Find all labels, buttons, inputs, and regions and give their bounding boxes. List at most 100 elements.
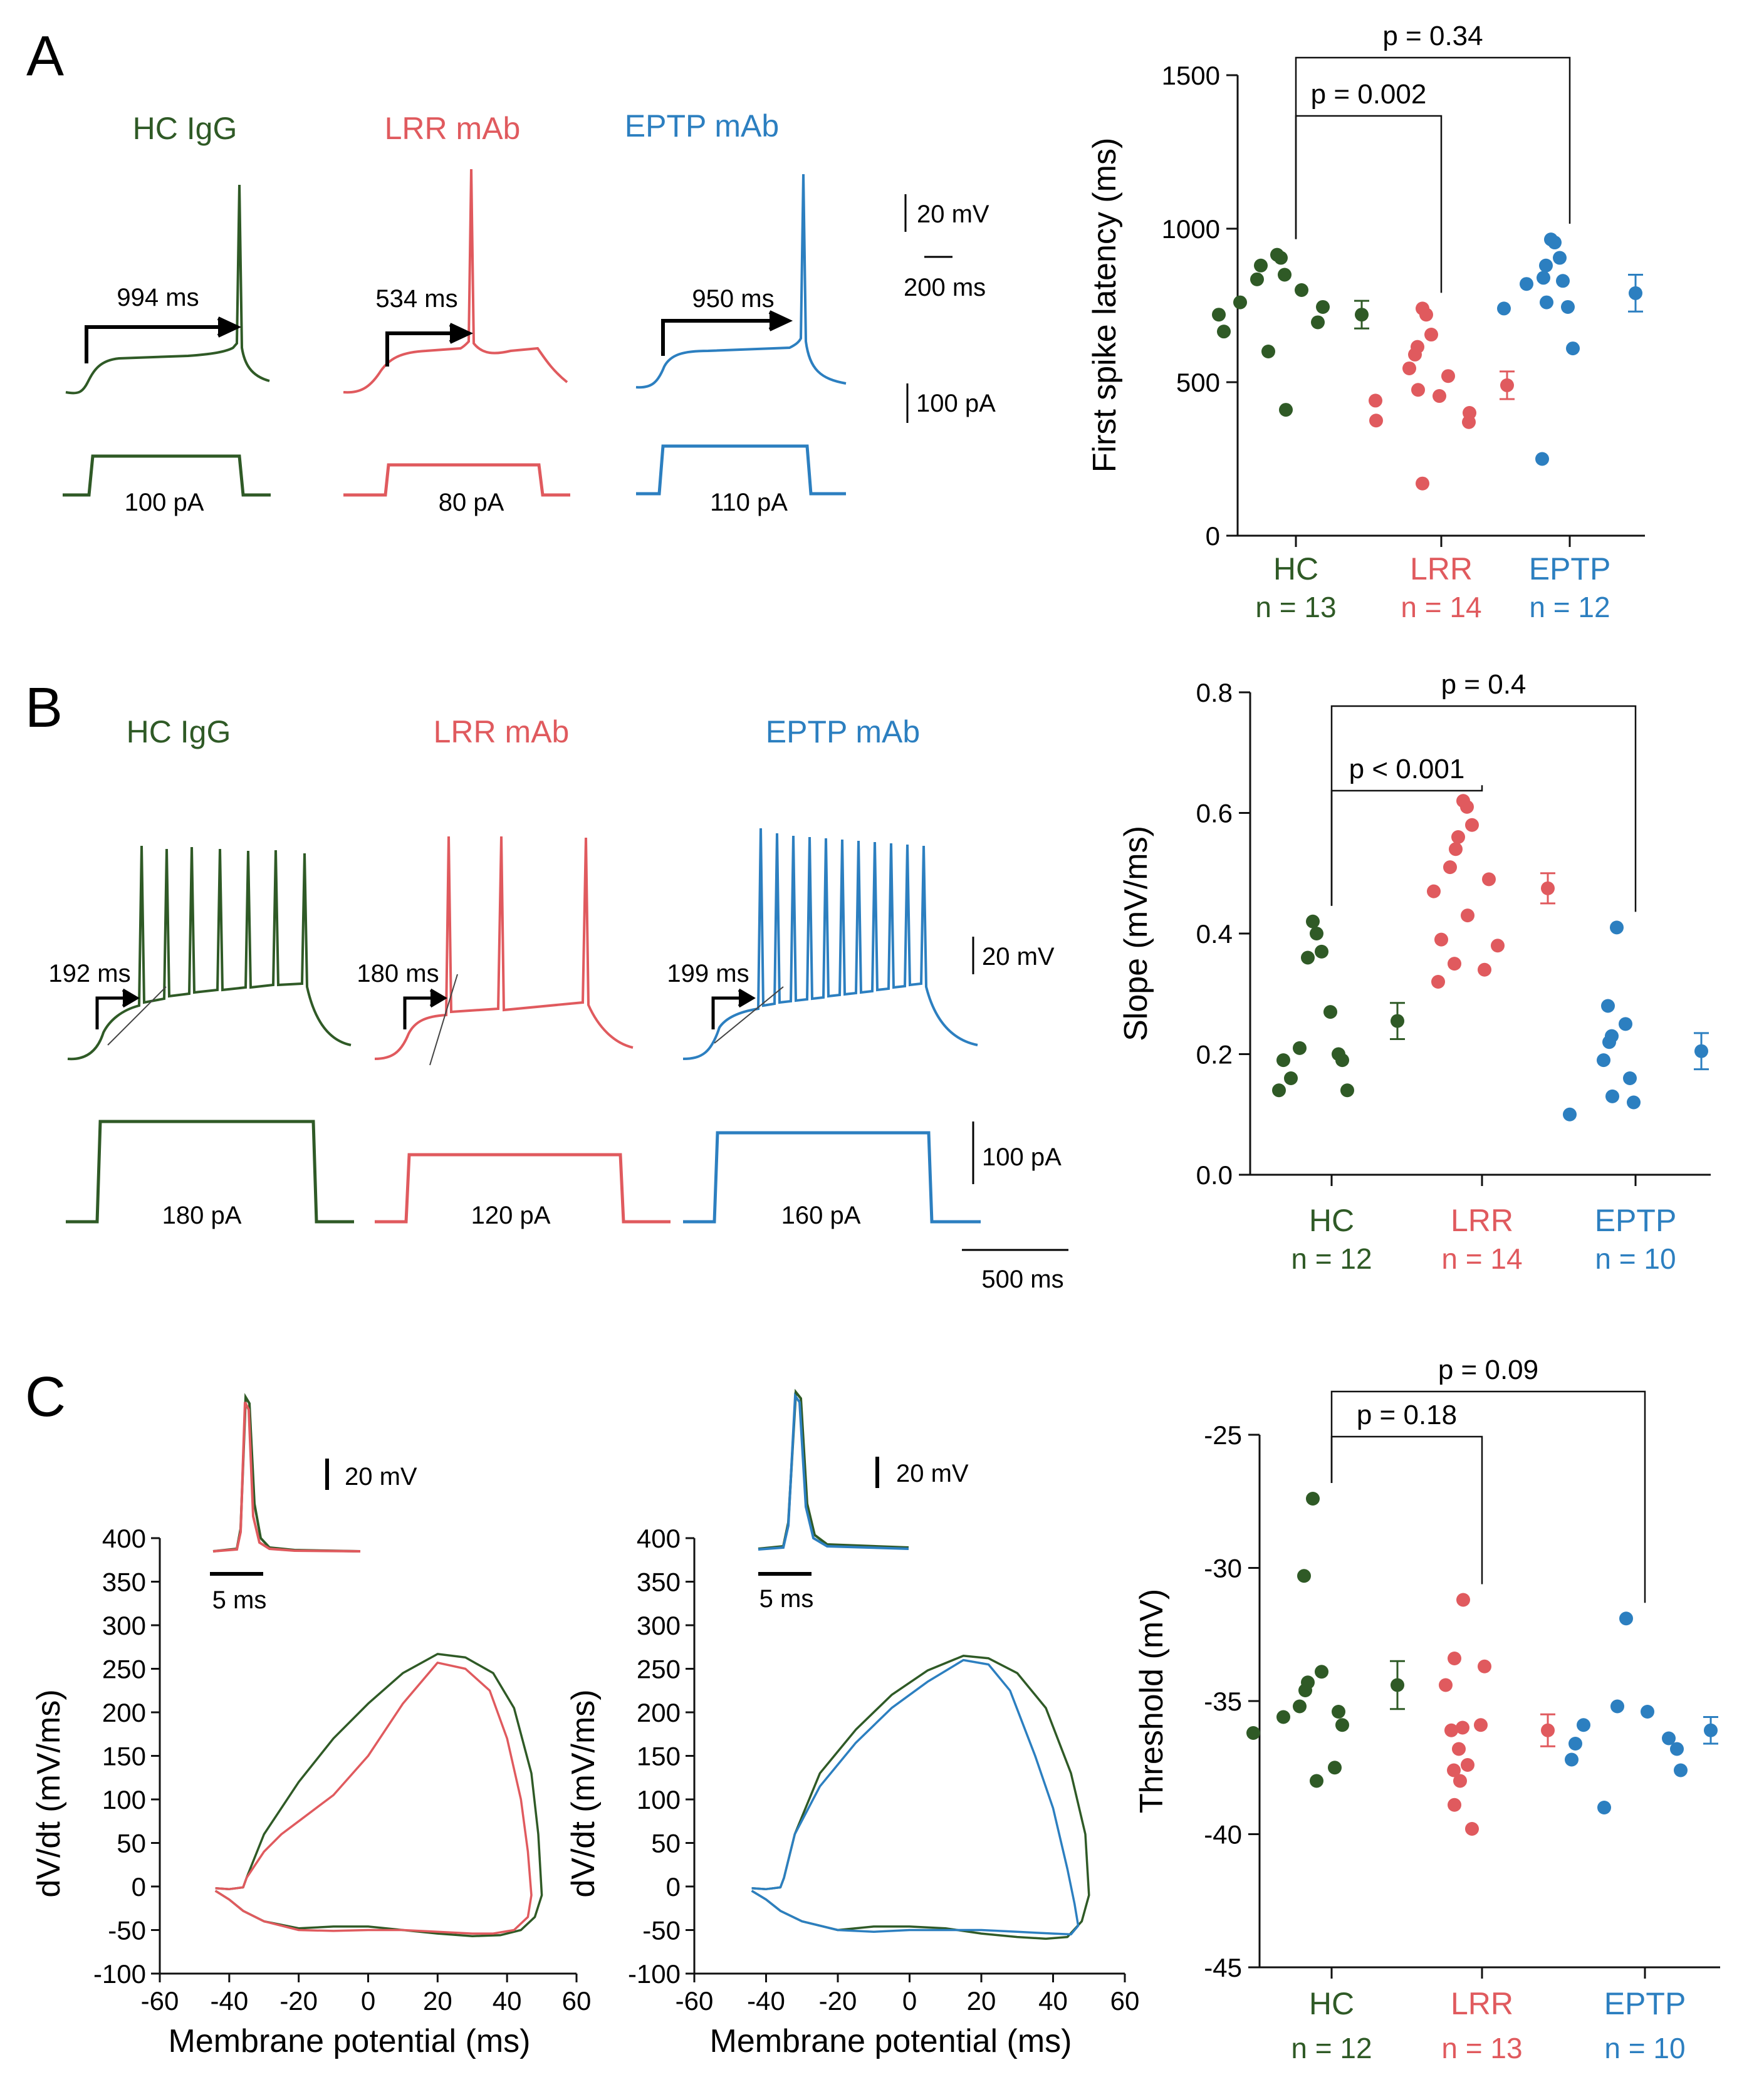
x-tick-label: 60 <box>1110 1986 1140 2016</box>
comparison-label: p = 0.34 <box>1382 21 1483 51</box>
a-current-step-lrr <box>343 463 570 497</box>
data-point-hc <box>1315 944 1328 959</box>
a-title-lrr: LRR mAb <box>385 111 521 146</box>
panel-a: A HC IgG LRR mAb EPTP mAb 994 ms 534 ms … <box>26 21 1645 623</box>
a-latency-arrow-eptp <box>661 310 793 356</box>
b-current-label-lrr: 120 pA <box>471 1202 551 1229</box>
y-tick-label: 50 <box>117 1829 146 1858</box>
y-tick-label: -100 <box>93 1959 146 1989</box>
data-point-lrr <box>1482 872 1496 887</box>
data-point-hc <box>1217 325 1231 339</box>
y-tick-label: 350 <box>102 1568 146 1597</box>
comparison-label: p < 0.001 <box>1349 754 1465 784</box>
data-point-lrr <box>1462 415 1476 429</box>
mean-point-eptp <box>1629 286 1642 300</box>
data-point-hc <box>1316 299 1330 314</box>
a-voltage-trace-eptp <box>635 174 847 389</box>
data-point-eptp <box>1674 1763 1688 1777</box>
c-inset-right: 20 mV 5 ms <box>758 1388 969 1613</box>
b-latency-arrow-lrr <box>403 988 447 1029</box>
b-latency-arrow-eptp <box>711 988 756 1029</box>
a-scalebar-i-label: 100 pA <box>916 390 996 417</box>
data-point-lrr <box>1452 1742 1466 1756</box>
x-tick-label: 0 <box>902 1986 917 2016</box>
group-label-eptp: EPTP <box>1529 551 1611 586</box>
data-point-hc <box>1323 1005 1337 1019</box>
series-line-hc <box>751 1654 1090 1940</box>
data-point-lrr <box>1448 1798 1461 1812</box>
group-n-hc: n = 12 <box>1291 1242 1372 1275</box>
data-point-lrr <box>1444 1723 1458 1737</box>
data-point-eptp <box>1610 1699 1624 1714</box>
c-inset-left: 20 mV 5 ms <box>210 1393 417 1614</box>
a-latency-label-eptp: 950 ms <box>692 285 774 313</box>
group-n-lrr: n = 13 <box>1441 2032 1522 2064</box>
y-tick-label: 0 <box>1206 521 1220 551</box>
data-point-lrr <box>1465 1822 1479 1836</box>
y-tick-label: 250 <box>637 1655 681 1684</box>
data-point-eptp <box>1568 1737 1582 1751</box>
data-point-hc <box>1293 1699 1307 1714</box>
data-point-eptp <box>1605 1089 1619 1103</box>
data-point-hc <box>1328 1761 1342 1775</box>
b-current-label-eptp: 160 pA <box>781 1202 861 1229</box>
data-point-eptp <box>1577 1718 1590 1732</box>
data-point-hc <box>1311 315 1325 330</box>
data-point-lrr <box>1447 1763 1461 1777</box>
data-point-lrr <box>1433 389 1446 403</box>
y-tick-label: 0 <box>132 1872 146 1902</box>
x-tick-label: 0 <box>361 1986 375 2016</box>
data-point-eptp <box>1627 1095 1641 1110</box>
data-point-lrr <box>1443 860 1457 875</box>
comparison-bracket <box>1295 56 1571 239</box>
x-tick-label: -20 <box>819 1986 857 2016</box>
data-point-eptp <box>1553 251 1567 265</box>
data-point-eptp <box>1619 1017 1632 1031</box>
data-point-eptp <box>1601 999 1615 1013</box>
y-tick-label: -50 <box>108 1916 146 1945</box>
y-tick-label: -100 <box>628 1959 681 1989</box>
a-scalebar-v-label: 20 mV <box>917 200 989 228</box>
data-point-lrr <box>1461 1758 1474 1772</box>
mean-point-hc <box>1391 1014 1404 1028</box>
mean-point-eptp <box>1694 1044 1708 1058</box>
y-tick-label: 0.2 <box>1196 1040 1233 1069</box>
data-point-eptp <box>1670 1742 1684 1756</box>
c-inset-left-scalebar-v-label: 20 mV <box>345 1463 417 1491</box>
a-latency-label-lrr: 534 ms <box>375 285 457 313</box>
data-point-hc <box>1284 1071 1298 1085</box>
c-inset-right-scalebar-v-label: 20 mV <box>896 1460 969 1487</box>
y-tick-label: 50 <box>651 1829 681 1858</box>
data-point-lrr <box>1449 842 1463 856</box>
data-point-lrr <box>1460 799 1474 814</box>
y-axis-label: First spike latency (ms) <box>1087 138 1123 473</box>
data-point-hc <box>1279 403 1293 417</box>
mean-point-lrr <box>1541 1723 1555 1737</box>
mean-point-eptp <box>1704 1723 1718 1737</box>
mean-point-lrr <box>1500 378 1514 392</box>
b-slope-line-eptp <box>714 986 784 1044</box>
group-n-hc: n = 12 <box>1291 2032 1372 2064</box>
y-tick-label: -45 <box>1204 1953 1242 1982</box>
panel-c: C 20 mV 5 ms 20 mV 5 ms -100 -50 0 50 100 150… <box>25 1355 1720 2064</box>
b-title-hc: HC IgG <box>127 714 231 749</box>
data-point-eptp <box>1548 236 1562 250</box>
y-tick-label: 0.4 <box>1196 919 1233 949</box>
data-point-eptp <box>1641 1705 1654 1719</box>
a-latency-arrow-lrr <box>385 323 474 367</box>
b-latency-label-lrr: 180 ms <box>357 960 439 987</box>
y-tick-label: -25 <box>1204 1420 1242 1450</box>
panel-letter-a: A <box>26 25 64 88</box>
x-tick-label: -60 <box>141 1986 179 2016</box>
group-n-lrr: n = 14 <box>1441 1242 1522 1275</box>
y-axis-label: dV/dt (mV/ms) <box>31 1689 67 1897</box>
comparison-label: p = 0.18 <box>1357 1400 1457 1430</box>
y-tick-label: -40 <box>1204 1820 1242 1850</box>
a-scalebar-t-label: 200 ms <box>904 274 986 301</box>
data-point-lrr <box>1451 830 1465 844</box>
c-inset-right-trace-eptp <box>758 1392 909 1551</box>
x-axis-label: Membrane potential (ms) <box>169 2023 531 2059</box>
series-line-lrr <box>214 1662 533 1935</box>
b-scalebar-i-label: 100 pA <box>982 1143 1062 1171</box>
